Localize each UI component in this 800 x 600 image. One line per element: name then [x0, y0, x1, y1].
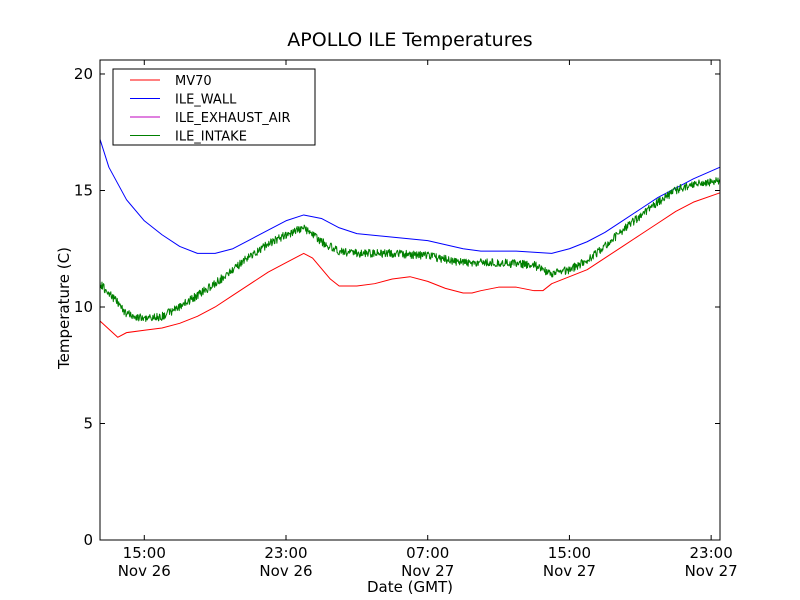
- series-line-ile-intake: [99, 177, 721, 322]
- y-tick-label: 15: [74, 181, 93, 199]
- legend: MV70 ILE_WALL ILE_EXHAUST_AIR ILE_INTAKE: [112, 68, 316, 146]
- series-line-ile-wall: [99, 139, 721, 254]
- plot-lines: [99, 139, 721, 338]
- x-tick-label-date: Nov 27: [685, 562, 738, 580]
- series-line-mv70: [99, 192, 721, 338]
- y-tick-label: 5: [83, 414, 93, 432]
- x-tick-label-time: 07:00: [406, 544, 449, 562]
- x-tick-label-time: 23:00: [690, 544, 733, 562]
- y-tick-label: 0: [83, 531, 93, 549]
- x-tick-label-date: Nov 27: [543, 562, 596, 580]
- x-tick-label-time: 15:00: [548, 544, 591, 562]
- plot-frame: [99, 59, 721, 541]
- x-tick-label-time: 23:00: [264, 544, 307, 562]
- x-tick-label-date: Nov 27: [401, 562, 454, 580]
- legend-box: [112, 68, 316, 146]
- x-tick-label-date: Nov 26: [118, 562, 171, 580]
- y-tick-label: 10: [74, 298, 93, 316]
- chart-title: APOLLO ILE Temperatures: [287, 29, 532, 51]
- legend-label: ILE_INTAKE: [175, 130, 247, 145]
- y-axis-label: Temperature (C): [55, 247, 73, 370]
- x-tick-label-time: 15:00: [123, 544, 166, 562]
- legend-label: ILE_EXHAUST_AIR: [175, 111, 291, 126]
- y-tick-label: 20: [74, 65, 93, 83]
- legend-label: MV70: [175, 74, 212, 89]
- x-axis-label: Date (GMT): [367, 578, 453, 596]
- x-tick-label-date: Nov 26: [259, 562, 312, 580]
- legend-label: ILE_WALL: [175, 93, 237, 108]
